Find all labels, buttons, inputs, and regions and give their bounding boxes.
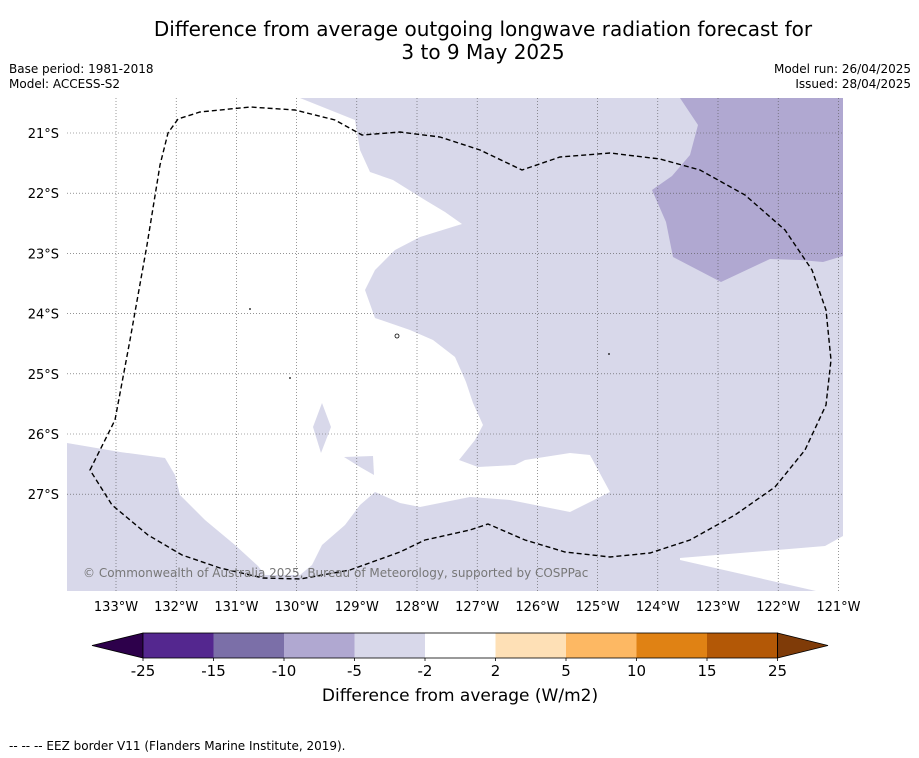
longitude-label: 122°W (756, 600, 800, 615)
longitude-labels: 133°W 132°W 131°W 130°W 129°W 128°W 127°W 126°W… (94, 600, 861, 615)
contour-moderate-negative (652, 98, 843, 282)
colorbar-segment (566, 633, 637, 658)
longitude-label: 130°W (275, 600, 319, 615)
model-run: Model run: 26/04/2025 (773, 62, 911, 76)
longitude-label: 121°W (816, 600, 860, 615)
colorbar-tick-label: -5 (347, 662, 362, 680)
colorbar-tick-label: 2 (491, 662, 501, 680)
latitude-label: 25°S (28, 368, 59, 383)
latitude-labels: 21°S 22°S 23°S 24°S 25°S 26°S 27°S (28, 127, 59, 503)
latitude-label: 24°S (28, 308, 59, 323)
island-marker (289, 377, 291, 379)
footer-note: -- -- -- EEZ border V11 (Flanders Marine… (9, 739, 346, 753)
colorbar-segment (636, 633, 707, 658)
longitude-label: 125°W (576, 600, 620, 615)
meta-left: Base period: 1981-2018 Model: ACCESS-S2 (9, 62, 154, 92)
colorbar-segment (354, 633, 425, 658)
colorbar-segment (707, 633, 778, 658)
longitude-label: 132°W (154, 600, 198, 615)
map-area (67, 98, 843, 591)
colorbar-tick-label: 25 (768, 662, 787, 680)
island-marker (608, 353, 610, 355)
colorbar-tick-label: 15 (697, 662, 716, 680)
base-period: Base period: 1981-2018 (9, 62, 154, 76)
colorbar-extend-low (91, 632, 144, 659)
colorbar-tick-label: -15 (201, 662, 226, 680)
model-name: Model: ACCESS-S2 (9, 77, 121, 91)
title-line-2: 3 to 9 May 2025 (401, 40, 565, 64)
colorbar-segment (143, 633, 214, 658)
latitude-label: 23°S (28, 247, 59, 262)
contour-weak-negative (67, 98, 843, 591)
colorbar-extend-high (777, 632, 829, 659)
contour-weak-negative-patch (313, 403, 331, 453)
colorbar-segment (495, 633, 566, 658)
map-gridlines (67, 98, 843, 591)
longitude-label: 131°W (214, 600, 258, 615)
longitude-label: 123°W (696, 600, 740, 615)
longitude-label: 124°W (636, 600, 680, 615)
colorbar-tick-label: 10 (627, 662, 646, 680)
longitude-label: 128°W (395, 600, 439, 615)
island-marker (394, 333, 400, 339)
colorbar-title: Difference from average (W/m2) (321, 686, 599, 706)
longitude-label: 127°W (455, 600, 499, 615)
colorbar-outline (142, 632, 778, 659)
colorbar-tick-label: 5 (561, 662, 571, 680)
map-title: Difference from average outgoing longwav… (0, 18, 919, 64)
colorbar-segment (425, 633, 496, 658)
colorbar-segment (213, 633, 284, 658)
colorbar-segment (284, 633, 355, 658)
colorbar-tick-label: -25 (131, 662, 156, 680)
eez-border (89, 106, 832, 580)
colorbar: -25 -15 -10 -5 -2 2 5 10 15 25 (91, 632, 829, 680)
issued-date: Issued: 28/04/2025 (795, 77, 911, 91)
title-line-1: Difference from average outgoing longwav… (153, 17, 813, 41)
latitude-label: 26°S (28, 428, 59, 443)
meta-right: Model run: 26/04/2025 Issued: 28/04/2025 (774, 62, 911, 92)
longitude-label: 133°W (94, 600, 138, 615)
colorbar-tick-label: -10 (272, 662, 297, 680)
latitude-label: 21°S (28, 127, 59, 142)
contour-weak-negative-patch (344, 456, 374, 475)
longitude-label: 126°W (515, 600, 559, 615)
latitude-label: 22°S (28, 187, 59, 202)
colorbar-tick-label: -2 (418, 662, 433, 680)
longitude-label: 129°W (335, 600, 379, 615)
copyright-text: © Commonwealth of Australia 2025, Bureau… (83, 566, 588, 580)
latitude-label: 27°S (28, 488, 59, 503)
island-marker (249, 308, 251, 310)
